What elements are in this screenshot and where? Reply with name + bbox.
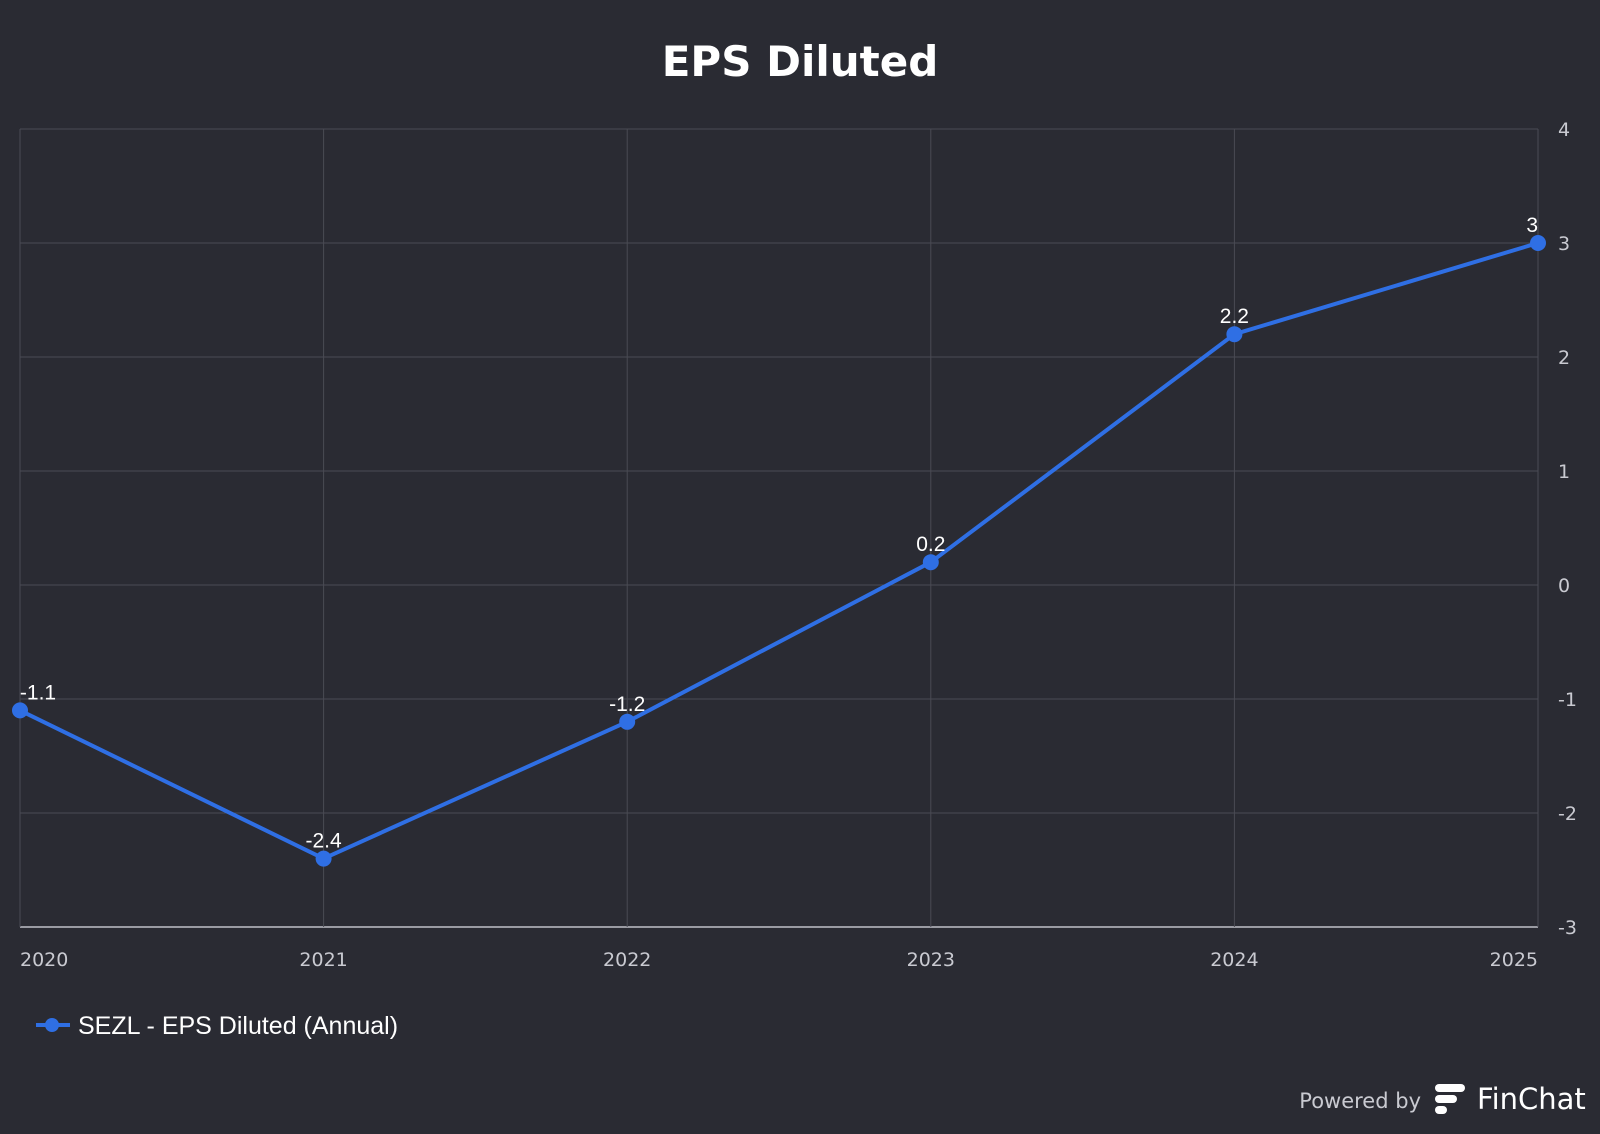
series-line-group [12,235,1546,867]
x-tick-label: 2021 [299,949,347,971]
y-tick-label: 3 [1558,233,1570,255]
legend-label: SEZL - EPS Diluted (Annual) [78,1012,398,1040]
finchat-logo-icon [1435,1084,1465,1114]
y-tick-label: -2 [1558,803,1577,825]
data-label: 0.2 [916,533,945,556]
x-tick-label: 2024 [1210,949,1258,971]
grid [19,128,1539,928]
series-line [18,241,1540,861]
powered-by-text: Powered by [1299,1089,1421,1113]
y-tick-label: 0 [1558,575,1570,597]
data-point [12,702,28,719]
footer: Powered by FinChat [1299,1082,1586,1116]
y-tick-label: -3 [1558,917,1577,939]
x-tick-label: 2023 [907,949,955,971]
y-tick-label: 2 [1558,347,1570,369]
y-axis-ticks: 4 3 2 1 0 -1 -2 -3 [1558,119,1577,939]
data-label: -2.4 [306,830,343,853]
x-tick-label: 2025 [1490,949,1538,971]
data-label: -1.2 [609,693,645,716]
chart-title: EPS Diluted [662,37,939,86]
data-label: 2.2 [1220,305,1249,328]
y-tick-label: -1 [1558,689,1577,711]
legend-marker-dot [45,1018,59,1032]
data-point [1226,326,1243,343]
y-tick-label: 1 [1558,461,1570,483]
x-tick-label: 2022 [603,949,651,971]
y-tick-label: 4 [1558,119,1570,141]
brand-name: FinChat [1477,1082,1586,1116]
x-tick-label: 2020 [20,949,68,971]
data-labels: -1.1 -2.4 -1.2 0.2 2.2 3 [20,214,1538,853]
data-point [619,713,636,730]
data-label: 3 [1526,214,1538,237]
legend[interactable]: SEZL - EPS Diluted (Annual) [36,1012,398,1040]
data-point [1530,235,1546,251]
data-point [315,850,332,867]
x-axis-ticks: 2020 2021 2022 2023 2024 2025 [20,949,1538,971]
data-label: -1.1 [20,681,56,704]
data-point [922,554,939,571]
